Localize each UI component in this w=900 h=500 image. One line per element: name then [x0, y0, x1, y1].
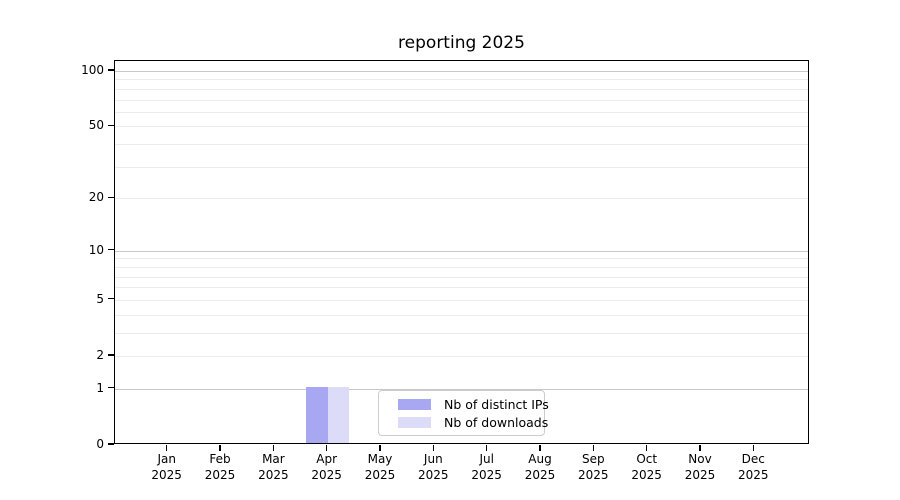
x-tick [219, 444, 221, 451]
x-tick [539, 444, 541, 451]
minor-gridline [115, 99, 808, 101]
x-tick-label-mar: Mar 2025 [245, 452, 301, 483]
legend-swatch-downloads [398, 416, 431, 428]
bar-apr-downloads [327, 386, 349, 443]
minor-gridline [115, 287, 808, 289]
minor-gridline [115, 126, 808, 128]
y-tick-label: 2 [96, 348, 104, 362]
legend-item-downloads: Nb of downloads [398, 415, 548, 430]
major-gridline [115, 388, 808, 390]
x-tick-year: 2025 [738, 467, 769, 482]
x-tick-label-nov: Nov 2025 [672, 452, 728, 483]
y-tick-label: 5 [96, 291, 104, 306]
y-tick-label: 100 [81, 63, 104, 77]
x-tick-label-jan: Jan 2025 [139, 452, 195, 483]
minor-gridline [115, 79, 808, 81]
x-tick-label-jun: Jun 2025 [405, 452, 461, 483]
x-tick-month: Sep [581, 452, 605, 466]
x-tick [432, 444, 434, 451]
x-tick-year: 2025 [418, 467, 449, 482]
major-gridline [115, 250, 808, 252]
gridlines-layer [115, 61, 808, 443]
legend-label-downloads: Nb of downloads [444, 414, 549, 430]
x-tick-year: 2025 [204, 467, 236, 482]
x-tick-month: Jan [157, 452, 176, 466]
legend-item-distinct-ips: Nb of distinct IPs [398, 397, 549, 412]
x-tick [379, 444, 381, 451]
x-tick-year: 2025 [578, 467, 609, 482]
minor-gridline [115, 276, 808, 278]
x-tick-month: Mar [262, 452, 285, 466]
x-tick-month: Aug [528, 452, 552, 466]
x-tick-year: 2025 [684, 467, 716, 482]
y-tick [107, 249, 114, 251]
major-gridline [115, 71, 808, 72]
x-tick-month: Nov [688, 452, 712, 466]
y-tick [107, 124, 114, 127]
y-tick [107, 443, 114, 445]
x-tick-label-jul: Jul 2025 [459, 452, 515, 483]
x-tick [486, 444, 488, 451]
x-tick-label-sep: Sep 2025 [565, 452, 621, 483]
x-tick [592, 444, 594, 451]
x-tick-label-apr: Apr 2025 [299, 452, 355, 483]
minor-gridline [115, 332, 808, 334]
legend-label-distinct-ips: Nb of distinct IPs [444, 396, 549, 412]
x-tick-year: 2025 [311, 467, 342, 482]
x-tick-month: Feb [209, 452, 231, 466]
x-tick [326, 444, 328, 451]
chart-title: reporting 2025 [398, 33, 525, 53]
y-tick-label: 1 [96, 380, 104, 395]
x-tick [166, 444, 168, 451]
x-tick-label-dec: Dec 2025 [725, 452, 781, 483]
x-tick-year: 2025 [471, 467, 502, 482]
x-tick-month: Jun [423, 452, 443, 466]
x-tick-month: Apr [316, 452, 338, 466]
minor-gridline [115, 111, 808, 113]
minor-gridline [115, 266, 808, 268]
x-tick [646, 444, 648, 451]
x-tick [699, 444, 701, 451]
minor-gridline [115, 356, 808, 357]
y-tick-label: 0 [96, 437, 104, 451]
x-tick-month: Oct [636, 452, 658, 466]
x-tick-month: Jul [479, 452, 494, 466]
minor-gridline [115, 314, 808, 316]
x-tick-year: 2025 [258, 467, 289, 482]
minor-gridline [115, 144, 808, 146]
plot-area: Nb of distinct IPs Nb of downloads [114, 60, 809, 444]
y-tick [107, 354, 114, 356]
x-tick-month: Dec [741, 452, 765, 466]
y-tick [107, 298, 114, 300]
legend: Nb of distinct IPs Nb of downloads [378, 390, 549, 436]
x-tick-year: 2025 [151, 467, 182, 482]
bars-layer [115, 61, 808, 443]
y-tick-label: 20 [88, 190, 104, 205]
y-tick [107, 69, 114, 71]
minor-gridline [115, 166, 808, 168]
x-tick-label-may: May 2025 [352, 452, 408, 483]
x-tick-year: 2025 [364, 467, 396, 482]
y-tick [107, 196, 114, 198]
y-tick [107, 387, 114, 389]
minor-gridline [115, 88, 808, 90]
x-tick-month: May [367, 452, 393, 466]
x-tick-year: 2025 [524, 467, 556, 482]
bar-apr-distinct-ips [306, 386, 328, 443]
x-tick [752, 444, 754, 451]
minor-gridline [115, 299, 808, 301]
x-tick-label-oct: Oct 2025 [619, 452, 675, 483]
x-tick-label-aug: Aug 2025 [512, 452, 568, 483]
x-tick [272, 444, 275, 451]
minor-gridline [115, 198, 808, 200]
minor-gridline [115, 258, 808, 260]
x-tick-label-feb: Feb 2025 [192, 452, 248, 483]
y-tick-label: 50 [88, 118, 104, 133]
y-tick-label: 10 [88, 242, 104, 257]
legend-swatch-distinct-ips [398, 398, 431, 410]
x-tick-year: 2025 [631, 467, 662, 482]
